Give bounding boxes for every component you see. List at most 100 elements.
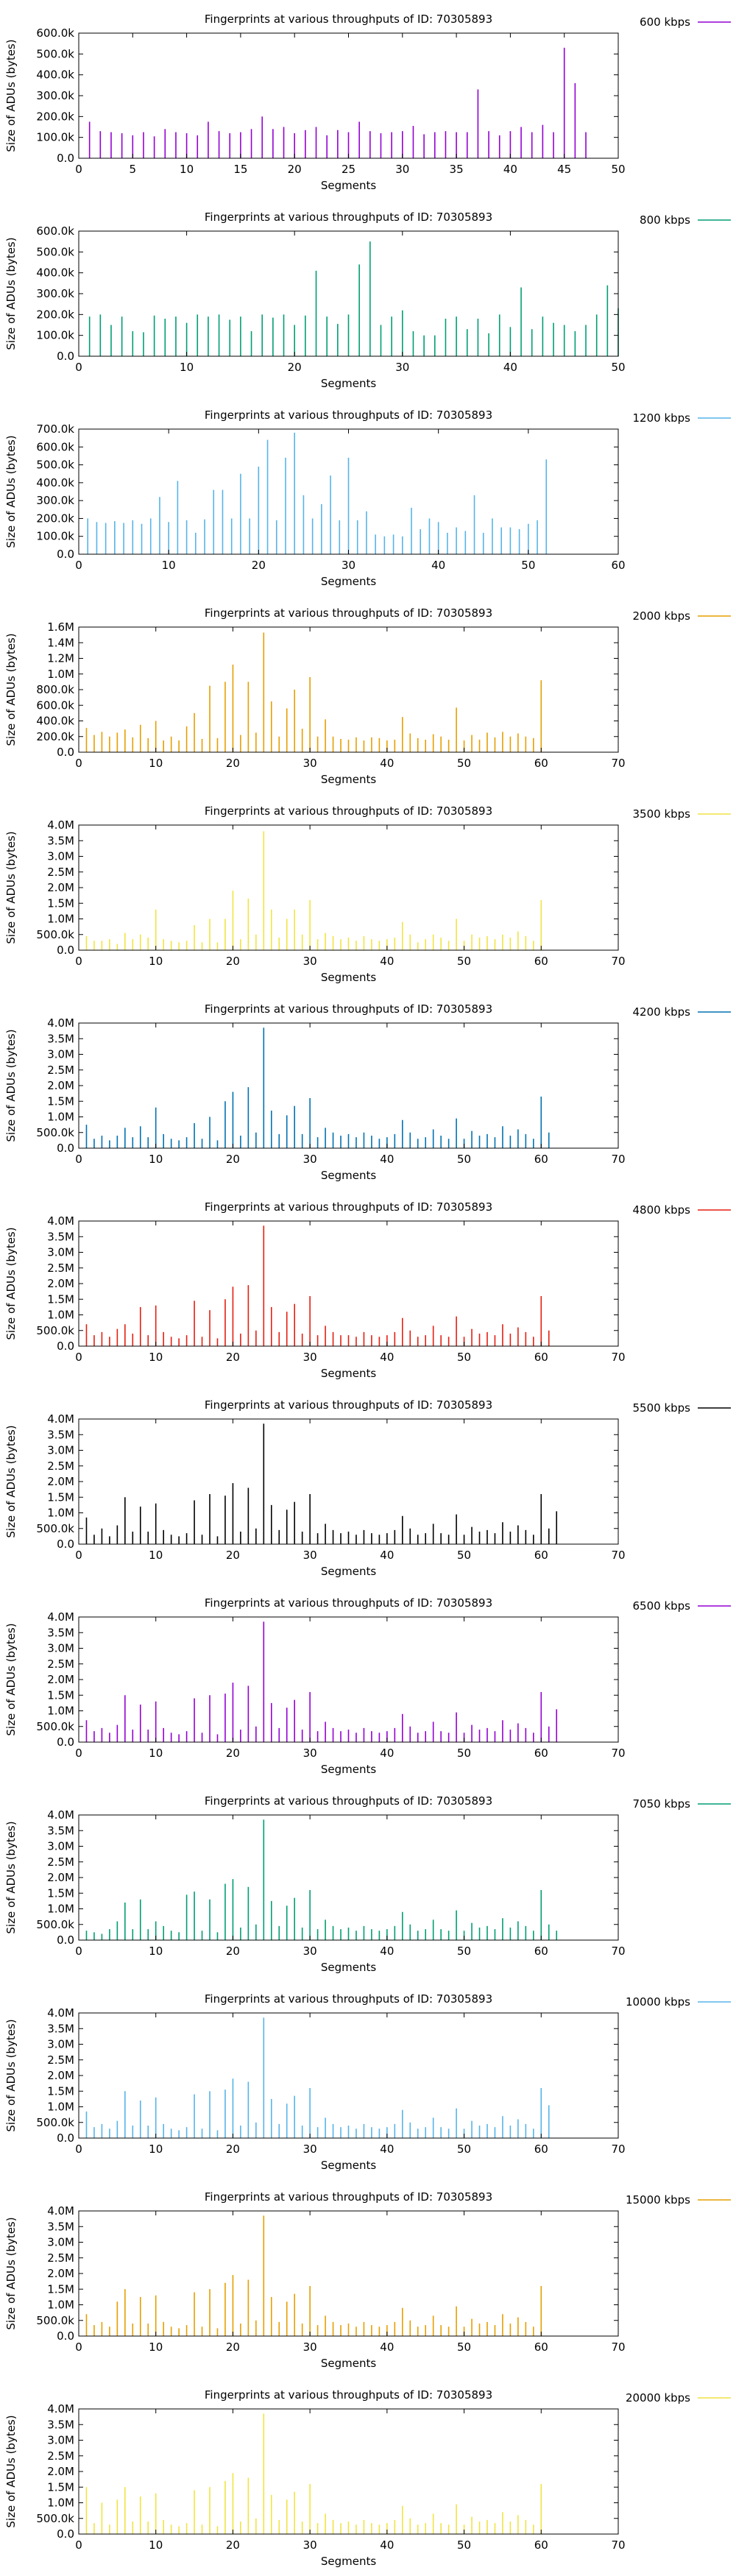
- y-tick-label: 100.0k: [36, 131, 74, 144]
- x-axis-label: Segments: [321, 773, 377, 786]
- y-tick-label: 4.0M: [47, 2006, 74, 2020]
- y-tick-label: 1.5M: [47, 1490, 74, 1504]
- series-bars: [85, 1027, 550, 1148]
- legend-label: 7050 kbps: [633, 1797, 691, 1811]
- y-tick-label: 2.0M: [47, 2069, 74, 2082]
- x-tick-label: 20: [226, 2340, 240, 2354]
- x-tick-label: 50: [457, 1351, 471, 1364]
- y-tick-label: 1.4M: [47, 636, 74, 649]
- x-tick-label: 40: [503, 361, 517, 374]
- y-tick-label: 3.5M: [47, 1032, 74, 1045]
- y-tick-label: 400.0k: [36, 266, 74, 280]
- y-tick-label: 0.0: [57, 2527, 74, 2541]
- y-tick-label: 600.0k: [36, 26, 74, 40]
- series-bars: [88, 47, 587, 158]
- x-tick-label: 10: [149, 757, 163, 770]
- x-tick-label: 0: [75, 1153, 82, 1166]
- x-tick-label: 20: [226, 1153, 240, 1166]
- x-tick-label: 50: [521, 559, 535, 572]
- y-tick-label: 0.0: [57, 2329, 74, 2343]
- legend-label: 20000 kbps: [626, 2391, 690, 2405]
- chart-title: Fingerprints at various throughputs of I…: [205, 2190, 492, 2204]
- x-tick-label: 60: [611, 559, 625, 572]
- plot-frame: [78, 824, 619, 951]
- y-tick-label: 0.0: [57, 548, 74, 561]
- x-tick-label: 50: [457, 757, 471, 770]
- y-tick-label: 0.0: [57, 944, 74, 957]
- y-tick-label: 4.0M: [47, 1610, 74, 1624]
- x-tick-label: 70: [611, 1351, 625, 1364]
- y-tick-label: 4.0M: [47, 2204, 74, 2218]
- y-tick-label: 1.5M: [47, 2282, 74, 2296]
- y-tick-label: 400.0k: [36, 68, 74, 82]
- y-tick-label: 4.0M: [47, 1214, 74, 1228]
- y-tick-label: 1.0M: [47, 2299, 74, 2312]
- plot-frame: [78, 1814, 619, 1941]
- chart-title: Fingerprints at various throughputs of I…: [205, 1794, 492, 1808]
- y-tick-label: 0.0: [57, 152, 74, 165]
- y-tick-label: 2.5M: [47, 1262, 74, 1275]
- x-tick-label: 20: [288, 361, 302, 374]
- legend-label: 600 kbps: [640, 15, 690, 29]
- x-tick-label: 20: [226, 2142, 240, 2156]
- x-tick-label: 20: [226, 1351, 240, 1364]
- y-tick-label: 3.5M: [47, 1824, 74, 1837]
- series-bars: [85, 1819, 558, 1940]
- x-tick-label: 60: [534, 2340, 548, 2354]
- plot-frame: [78, 1220, 619, 1347]
- x-axis-label: Segments: [321, 179, 377, 192]
- y-tick-label: 0.0: [57, 1933, 74, 1947]
- y-tick-label: 600.0k: [36, 440, 74, 453]
- series-bars: [85, 1423, 558, 1544]
- legend-label: 6500 kbps: [633, 1599, 691, 1613]
- chart-panel: Fingerprints at various throughputs of I…: [4, 1398, 731, 1578]
- y-tick-label: 300.0k: [36, 494, 74, 507]
- y-tick-label: 500.0k: [36, 1918, 74, 1931]
- x-tick-label: 50: [457, 2538, 471, 2552]
- x-tick-label: 30: [303, 1351, 317, 1364]
- chart-title: Fingerprints at various throughputs of I…: [205, 13, 492, 26]
- y-tick-label: 0.0: [57, 350, 74, 363]
- y-tick-label: 2.5M: [47, 2053, 74, 2067]
- legend-label: 5500 kbps: [633, 1401, 691, 1415]
- x-tick-label: 40: [380, 757, 394, 770]
- y-tick-label: 1.5M: [47, 1094, 74, 1108]
- y-tick-label: 300.0k: [36, 287, 74, 300]
- y-tick-label: 400.0k: [36, 476, 74, 489]
- y-tick-label: 0.0: [57, 1142, 74, 1155]
- x-tick-label: 10: [149, 1945, 163, 1958]
- x-tick-label: 10: [149, 1351, 163, 1364]
- x-tick-label: 5: [130, 163, 137, 176]
- x-tick-label: 0: [75, 1747, 82, 1760]
- chart-title: Fingerprints at various throughputs of I…: [205, 1992, 492, 2006]
- y-tick-label: 2.5M: [47, 2251, 74, 2265]
- x-tick-label: 60: [534, 1153, 548, 1166]
- x-tick-label: 0: [75, 361, 82, 374]
- chart-title: Fingerprints at various throughputs of I…: [205, 1002, 492, 1016]
- y-tick-label: 500.0k: [36, 1522, 74, 1535]
- plot-frame: [78, 1022, 619, 1149]
- x-tick-label: 40: [380, 1945, 394, 1958]
- x-tick-label: 30: [303, 2340, 317, 2354]
- x-tick-label: 0: [75, 1351, 82, 1364]
- y-tick-label: 1.0M: [47, 2497, 74, 2510]
- y-tick-label: 0.0: [57, 746, 74, 759]
- x-tick-label: 0: [75, 1549, 82, 1562]
- x-tick-label: 0: [75, 757, 82, 770]
- x-tick-label: 10: [149, 1153, 163, 1166]
- x-tick-label: 60: [534, 1351, 548, 1364]
- y-tick-label: 1.2M: [47, 652, 74, 665]
- y-tick-label: 800.0k: [36, 683, 74, 696]
- y-axis-label: Size of ADUs (bytes): [4, 633, 18, 746]
- chart-panel: Fingerprints at various throughputs of I…: [4, 804, 731, 984]
- y-tick-label: 3.5M: [47, 1428, 74, 1441]
- x-tick-label: 30: [395, 163, 409, 176]
- chart-title: Fingerprints at various throughputs of I…: [205, 408, 492, 422]
- x-tick-label: 10: [149, 2142, 163, 2156]
- x-tick-label: 30: [303, 2538, 317, 2552]
- chart-panel: Fingerprints at various throughputs of I…: [4, 408, 731, 588]
- y-tick-label: 700.0k: [36, 422, 74, 436]
- x-tick-label: 15: [233, 163, 247, 176]
- x-tick-label: 50: [457, 1549, 471, 1562]
- x-tick-label: 20: [252, 559, 266, 572]
